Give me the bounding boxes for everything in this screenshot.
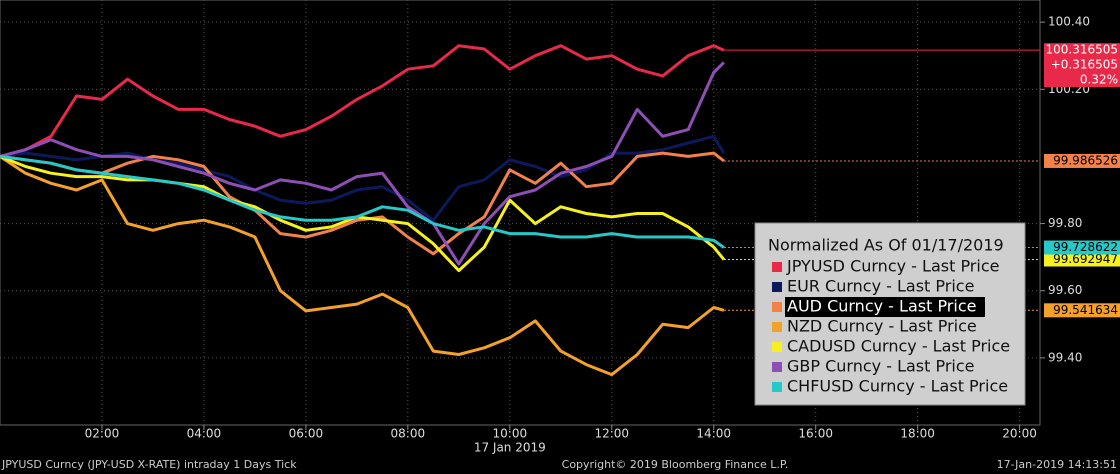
- legend-title: Normalized As Of 01/17/2019: [768, 236, 1004, 255]
- x-tick-label: 10:00: [493, 427, 528, 441]
- footer-center: Copyright© 2019 Bloomberg Finance L.P.: [562, 458, 789, 471]
- legend-swatch: [772, 342, 782, 352]
- footer-left: JPYUSD Curncy (JPY-USD X-RATE) intraday …: [1, 458, 297, 471]
- change-label: +0.316505: [1051, 58, 1118, 72]
- last-value-box: [1044, 43, 1120, 88]
- x-tick-label: 04:00: [187, 427, 222, 441]
- x-tick-label: 14:00: [696, 427, 731, 441]
- x-tick-label: 20:00: [1002, 427, 1037, 441]
- series-line: [0, 61, 725, 266]
- x-tick-label: 18:00: [900, 427, 935, 441]
- y-tick-label: 99.40: [1048, 350, 1082, 364]
- legend-swatch: [772, 382, 782, 392]
- legend-swatch: [772, 362, 782, 372]
- legend-swatch: [772, 322, 782, 332]
- legend-swatch: [772, 262, 782, 272]
- series-line: [0, 155, 726, 273]
- last-value-label: 100.316505: [1045, 43, 1118, 57]
- x-tick-label: 08:00: [391, 427, 426, 441]
- legend: Normalized As Of 01/17/2019 JPYUSD Curncy…: [754, 222, 1026, 406]
- legend-label: CHFUSD Curncy - Last Price: [787, 377, 1008, 396]
- legend-label: NZD Curncy - Last Price: [787, 317, 977, 336]
- series-line: [0, 134, 726, 222]
- last-value-label: 99.986526: [1053, 153, 1118, 167]
- last-value-box: [1044, 303, 1120, 318]
- legend-label: EUR Curncy - Last Price: [787, 277, 974, 296]
- legend-swatch: [772, 302, 782, 312]
- x-tick-label: 06:00: [289, 427, 324, 441]
- y-tick-label: 99.80: [1048, 216, 1082, 230]
- series-line: [0, 44, 725, 158]
- legend-label: JPYUSD Curncy - Last Price: [786, 257, 999, 276]
- series-line: [0, 154, 725, 249]
- legend-highlight: [785, 297, 985, 317]
- last-value-box: [1044, 252, 1120, 267]
- series-line: [0, 155, 725, 377]
- footer-right: 17-Jan-2019 14:13:51: [997, 458, 1117, 471]
- x-sublabel: 17 Jan 2019: [474, 441, 546, 455]
- last-value-label: 99.541634: [1053, 303, 1118, 317]
- last-value-box: [1044, 240, 1120, 255]
- y-tick-label: 100.40: [1048, 15, 1090, 29]
- legend-swatch: [772, 282, 782, 292]
- legend-label: AUD Curncy - Last Price: [787, 297, 976, 316]
- x-tick-label: 16:00: [798, 427, 833, 441]
- last-value-label: 99.728622: [1053, 240, 1118, 254]
- y-tick-label: 99.60: [1048, 283, 1082, 297]
- last-value-label: 99.692947: [1053, 252, 1118, 266]
- legend-label: CADUSD Curncy - Last Price: [787, 337, 1010, 356]
- legend-label: GBP Curncy - Last Price: [787, 357, 975, 376]
- change-label: 0.32%: [1080, 73, 1118, 87]
- x-tick-label: 02:00: [85, 427, 120, 441]
- last-value-box: [1044, 153, 1120, 168]
- x-tick-label: 12:00: [594, 427, 629, 441]
